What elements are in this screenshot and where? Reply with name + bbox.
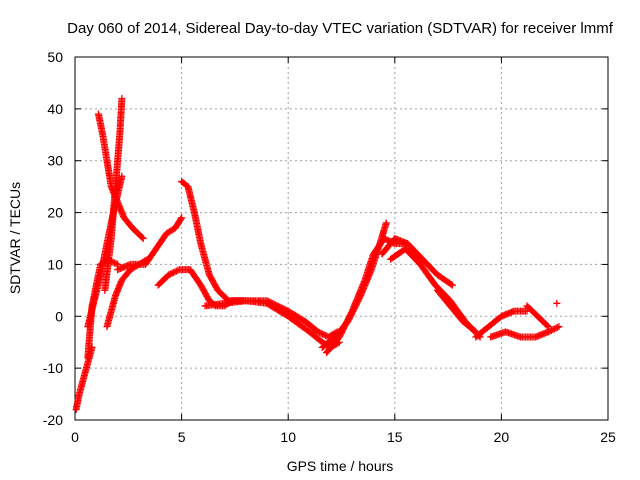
series-arc-11 (318, 219, 390, 351)
series-arc-5 (94, 110, 147, 242)
data-point (165, 271, 173, 279)
plot-frame (74, 56, 609, 421)
data-point (178, 214, 186, 222)
y-tick-label: -10 (43, 360, 63, 376)
data-point (118, 94, 126, 102)
data-point (112, 260, 120, 268)
y-tick-label: 30 (47, 153, 63, 169)
data-point (549, 326, 557, 334)
data-point (544, 323, 552, 331)
data-point (111, 259, 119, 267)
data-point (447, 280, 455, 288)
x-tick-label: 25 (600, 429, 616, 445)
y-tick-label: 0 (55, 308, 63, 324)
data-point (471, 327, 479, 335)
series-arc-18 (523, 302, 552, 331)
x-tick-label: 0 (71, 429, 79, 445)
x-tick-label: 5 (178, 429, 186, 445)
data-point (552, 324, 560, 332)
series-arc-1 (72, 343, 96, 414)
data-point (547, 326, 555, 334)
chart-title: Day 060 of 2014, Sidereal Day-to-day VTE… (67, 20, 614, 37)
data-point (546, 327, 554, 335)
data-point (448, 281, 456, 289)
data-point (319, 330, 327, 338)
data-point (555, 323, 563, 331)
y-tick-label: 10 (47, 256, 63, 272)
x-tick-label: 20 (494, 429, 510, 445)
data-point (314, 328, 322, 336)
data-point (316, 329, 324, 337)
data-point (168, 269, 176, 277)
x-axis-label: GPS time / hours (287, 458, 394, 474)
data-point (138, 233, 146, 241)
data-point (553, 323, 561, 331)
data-point (177, 215, 185, 223)
data-point (174, 266, 182, 274)
data-point (139, 235, 147, 242)
series-arc-4 (101, 94, 126, 294)
series-arc-19 (553, 299, 561, 307)
series-arc-17 (487, 323, 563, 341)
data-point (380, 235, 388, 242)
data-point (382, 219, 390, 227)
data-point (553, 299, 561, 307)
data-point (317, 329, 325, 337)
x-tick-label: 15 (387, 429, 403, 445)
grid (75, 57, 608, 420)
data-point (382, 235, 390, 243)
y-tick-label: 50 (47, 49, 63, 65)
data-point (169, 269, 177, 277)
data-point (171, 268, 179, 276)
y-axis-label: SDTVAR / TECUs (7, 182, 23, 294)
series-arc-10 (201, 297, 343, 351)
data-point (172, 267, 180, 275)
x-tick-label: 10 (280, 429, 296, 445)
series-arc-13 (378, 235, 456, 289)
axis-ticks: 0 5 10 15 20 25 -20 -10 0 10 20 30 40 50 (43, 49, 616, 445)
y-tick-label: 20 (47, 205, 63, 221)
data-point (320, 331, 328, 339)
data-point (166, 270, 174, 278)
data-point (383, 236, 391, 244)
series-arc-15 (433, 286, 480, 336)
series-arc-7 (114, 214, 186, 274)
data-point (543, 322, 551, 330)
series-arc-3 (84, 172, 126, 331)
data-point (550, 325, 558, 333)
y-tick-label: -20 (43, 412, 63, 428)
y-tick-label: 40 (47, 101, 63, 117)
data-points (72, 94, 563, 414)
